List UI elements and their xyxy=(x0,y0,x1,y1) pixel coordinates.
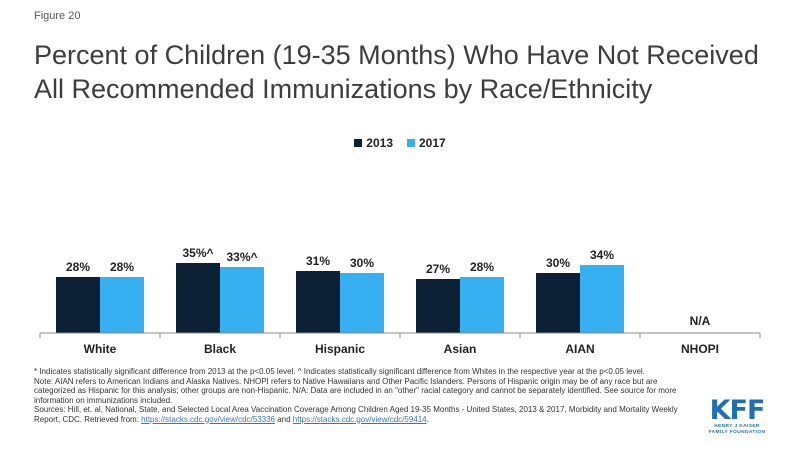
bar-white-2013 xyxy=(56,277,100,333)
definitions-note: Note: AIAN refers to American Indians an… xyxy=(34,376,677,405)
bar-white-2017 xyxy=(100,277,144,333)
sources-period: . xyxy=(426,414,429,424)
bar-chart: 28% 28% White 35%^ 33%^ Black 31% 30% Hispanic 27… xyxy=(39,246,761,356)
data-label-aian-2013: 30% xyxy=(546,256,570,270)
bar-aian-2013 xyxy=(536,273,580,333)
data-label-black-2013: 35%^ xyxy=(182,246,213,260)
kff-logo-line1: HENRY J KAISER xyxy=(714,424,760,429)
chart-legend: 2013 2017 xyxy=(0,136,800,150)
category-label-white: White xyxy=(84,342,117,356)
data-label-white-2017: 28% xyxy=(110,260,134,274)
bar-hispanic-2013 xyxy=(296,271,340,333)
data-label-hispanic-2017: 30% xyxy=(350,256,374,270)
category-label-aian: AIAN xyxy=(565,342,594,356)
data-label-white-2013: 28% xyxy=(66,260,90,274)
category-label-black: Black xyxy=(204,342,236,356)
bar-asian-2013 xyxy=(416,279,460,333)
legend-swatch-2013 xyxy=(354,139,363,147)
kff-logo: KFF HENRY J KAISER FAMILY FOUNDATION xyxy=(705,397,769,435)
sources-and: and xyxy=(274,414,293,424)
bar-aian-2017 xyxy=(580,265,624,333)
missing-label-nhopi: N/A xyxy=(690,314,711,328)
legend-item-2013: 2013 xyxy=(354,136,393,150)
significance-note: * Indicates statistically significant di… xyxy=(34,367,645,376)
bar-black-2017 xyxy=(220,267,264,333)
kff-logo-line2: FAMILY FOUNDATION xyxy=(708,429,766,435)
data-label-hispanic-2013: 31% xyxy=(306,254,330,268)
data-label-black-2017: 33%^ xyxy=(226,250,257,264)
legend-item-2017: 2017 xyxy=(407,136,446,150)
legend-label-2013: 2013 xyxy=(366,136,393,150)
kff-logo-mark: KFF xyxy=(709,395,766,426)
figure-label: Figure 20 xyxy=(34,10,81,22)
sources-note: Sources: Hill, et. al, National, State, … xyxy=(34,405,699,424)
category-label-asian: Asian xyxy=(444,342,477,356)
source-link-59414[interactable]: https://stacks.cdc.gov/view/cdc/59414 xyxy=(292,414,427,424)
bar-asian-2017 xyxy=(460,277,504,333)
bar-black-2013 xyxy=(176,263,220,333)
legend-label-2017: 2017 xyxy=(419,136,446,150)
data-label-asian-2013: 27% xyxy=(426,262,450,276)
data-label-aian-2017: 34% xyxy=(590,248,614,262)
chart-notes: * Indicates statistically significant di… xyxy=(34,367,699,424)
sources-text: Sources: Hill, et. al, National, State, … xyxy=(34,405,678,424)
source-link-53336[interactable]: https://stacks.cdc.gov/view/cdc/53336 xyxy=(141,414,275,424)
chart-title: Percent of Children (19-35 Months) Who H… xyxy=(34,40,759,104)
category-label-hispanic: Hispanic xyxy=(315,342,365,356)
bar-hispanic-2017 xyxy=(340,273,384,333)
category-label-nhopi: NHOPI xyxy=(681,342,719,356)
data-label-asian-2017: 28% xyxy=(470,260,494,274)
legend-swatch-2017 xyxy=(407,139,415,147)
